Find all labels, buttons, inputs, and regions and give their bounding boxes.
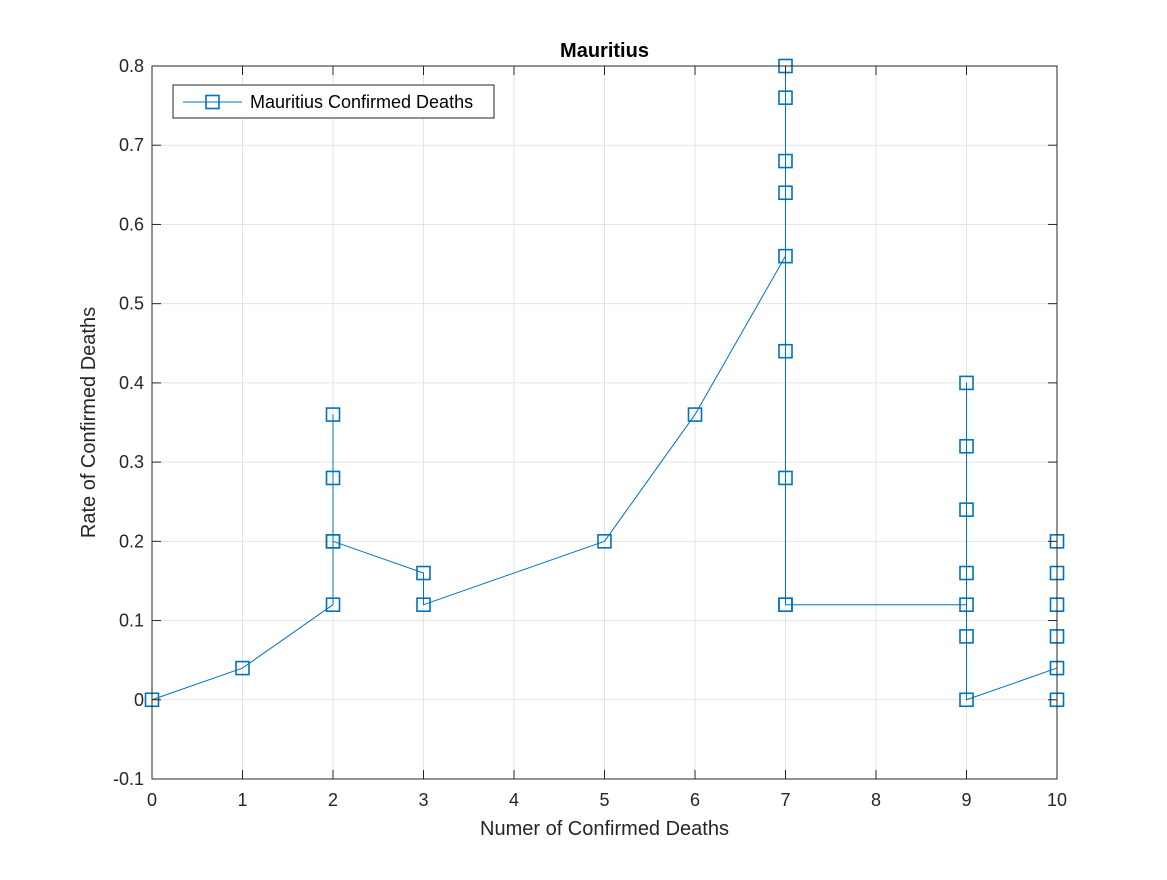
y-axis-ticks: -0.1 0 0.1 0.2 0.3 0.4 0.5 0.6 0.7 0.8 <box>113 56 1057 789</box>
x-axis-label: Numer of Confirmed Deaths <box>480 818 729 840</box>
data-point-marker <box>778 597 793 613</box>
y-tick-label: 0.6 <box>119 214 144 234</box>
data-point-marker <box>235 660 250 676</box>
data-point-marker <box>325 407 341 422</box>
data-point-marker <box>597 534 612 549</box>
y-tick-label: 0.8 <box>119 56 144 76</box>
data-point-marker <box>778 185 793 201</box>
x-tick-label: 4 <box>509 790 519 810</box>
y-tick-label: 0.7 <box>119 135 144 155</box>
y-tick-label: 0.4 <box>119 373 144 393</box>
legend: Mauritius Confirmed Deaths <box>172 84 495 119</box>
data-point-marker <box>959 502 974 517</box>
x-tick-label: 6 <box>690 790 700 810</box>
data-point-marker <box>778 248 793 264</box>
data-point-marker <box>325 534 341 549</box>
data-point-marker <box>778 153 793 169</box>
x-axis-ticks: 0 1 2 3 4 5 6 7 8 9 10 <box>147 66 1067 810</box>
y-tick-label: 0 <box>134 690 144 710</box>
data-point-marker <box>325 597 341 613</box>
data-point-marker <box>959 597 974 613</box>
data-point-marker <box>959 629 974 644</box>
x-tick-label: 8 <box>871 790 881 810</box>
chart-title: Mauritius <box>560 40 649 62</box>
y-axis-label: Rate of Confirmed Deaths <box>78 307 100 538</box>
y-tick-label: 0.5 <box>119 294 144 314</box>
x-tick-label: 1 <box>237 790 247 810</box>
x-tick-label: 10 <box>1047 790 1067 810</box>
y-tick-label: 0.1 <box>119 611 144 631</box>
x-tick-label: 7 <box>780 790 790 810</box>
x-tick-label: 9 <box>961 790 971 810</box>
y-tick-label: 0.2 <box>119 531 144 551</box>
data-point-marker <box>959 692 974 708</box>
legend-entry-label: Mauritius Confirmed Deaths <box>250 92 473 112</box>
data-point-marker <box>778 90 793 105</box>
data-point-marker <box>687 407 703 422</box>
x-tick-label: 0 <box>147 790 157 810</box>
y-tick-label: -0.1 <box>113 769 144 789</box>
data-point-marker <box>416 597 431 613</box>
data-point-marker <box>325 470 341 486</box>
x-tick-label: 5 <box>599 790 609 810</box>
x-tick-label: 2 <box>328 790 338 810</box>
y-tick-label: 0.3 <box>119 452 144 472</box>
x-tick-label: 3 <box>418 790 428 810</box>
data-point-marker <box>416 565 431 581</box>
data-point-marker <box>959 438 974 454</box>
data-point-marker <box>778 343 793 359</box>
data-point-marker <box>959 375 974 391</box>
data-point-marker <box>778 470 793 486</box>
data-point-marker <box>959 565 974 581</box>
legend-marker-sample <box>205 94 220 110</box>
